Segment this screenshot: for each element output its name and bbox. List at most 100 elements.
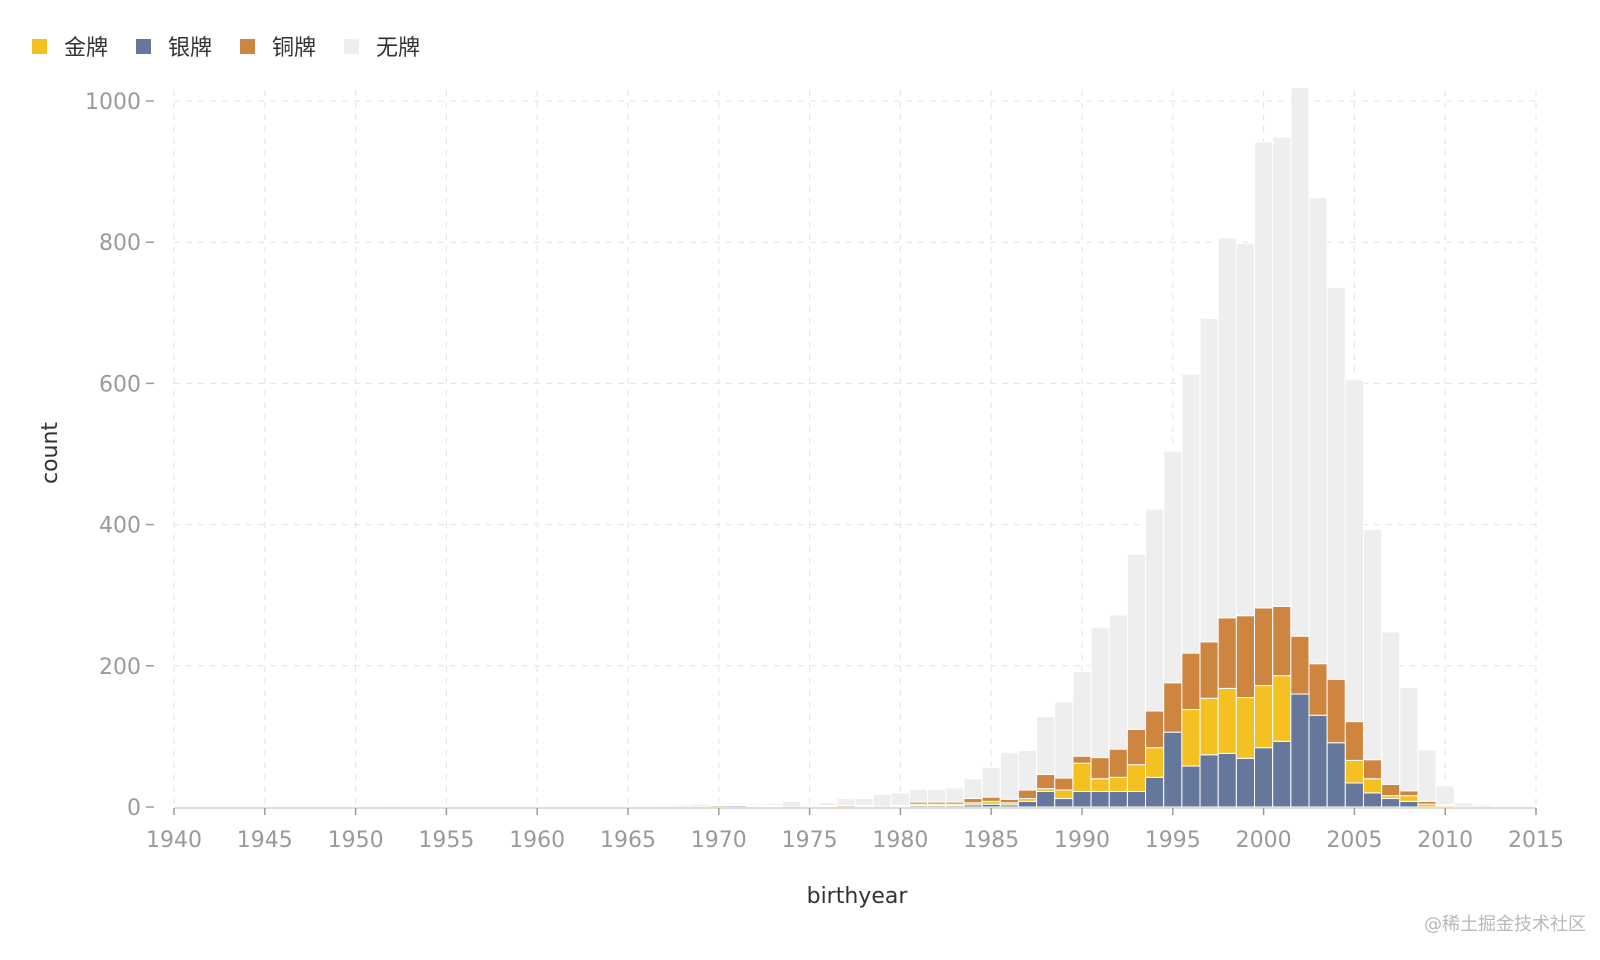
x-tick-label: 1985	[963, 828, 1019, 853]
bar-segment	[1471, 804, 1492, 808]
bar-segment	[1235, 243, 1256, 617]
bar-segment	[1235, 757, 1256, 808]
bar-segment	[1090, 790, 1110, 808]
bar-segment	[854, 798, 874, 807]
legend-swatch	[240, 39, 255, 54]
bar-segment	[800, 803, 820, 807]
bar-segment	[1399, 687, 1419, 792]
bar-segment	[1126, 790, 1147, 808]
bar-segment	[1145, 747, 1165, 778]
bar-segment	[1308, 197, 1328, 665]
bar-segment	[1181, 765, 1201, 808]
y-tick-label: 800	[99, 231, 141, 256]
bar-segment	[1362, 529, 1383, 761]
bar-segment	[1126, 728, 1147, 766]
x-tick-label: 1970	[691, 828, 747, 853]
bar-segment	[582, 805, 602, 808]
bar-segment	[509, 805, 529, 808]
y-tick-label: 0	[127, 796, 141, 821]
bar-segment	[1326, 286, 1346, 680]
bar-segment	[709, 803, 729, 807]
bar-segment	[545, 805, 565, 808]
bar-segment	[1017, 800, 1038, 808]
legend-swatch	[344, 39, 359, 54]
bars	[291, 87, 1492, 808]
bar-segment	[999, 752, 1019, 800]
bar-segment	[1381, 798, 1401, 808]
bar-segment	[491, 805, 511, 808]
bar-segment	[1217, 687, 1237, 754]
bar-segment	[963, 778, 983, 800]
x-tick-label: 1965	[600, 828, 656, 853]
legend-swatch	[136, 39, 151, 54]
bar-segment	[1417, 749, 1437, 802]
bar-segment	[1362, 778, 1383, 794]
legend-label: 金牌	[64, 36, 108, 61]
y-tick-label: 600	[99, 372, 141, 397]
bar-segment	[908, 788, 929, 803]
bar-segment	[1199, 641, 1219, 699]
bar-segment	[1217, 752, 1237, 808]
bar-segment	[1290, 87, 1310, 637]
bar-segment	[1126, 764, 1147, 792]
bar-segment	[1290, 693, 1310, 808]
x-tick-label: 2000	[1236, 828, 1292, 853]
y-tick-label: 400	[99, 514, 141, 539]
bar-segment	[1290, 635, 1310, 695]
bar-segment	[1399, 790, 1419, 797]
legend-swatch	[32, 39, 47, 54]
bar-segment	[1199, 754, 1219, 808]
y-tick-label: 1000	[85, 90, 141, 115]
bar-segment	[1072, 762, 1092, 792]
bar-segment	[981, 766, 1001, 798]
bar-segment	[1036, 774, 1056, 790]
bar-segment	[1181, 373, 1201, 654]
x-tick-label: 1940	[146, 828, 202, 853]
x-axis-title: birthyear	[807, 884, 909, 909]
x-axis: 1940 1945 1950 1955 1960 1965 1970 1975 1980 1985…	[146, 807, 1564, 853]
bar-segment	[1308, 714, 1328, 808]
bar-segment	[1344, 721, 1364, 761]
legend: 金牌 银牌 铜牌 无牌	[32, 36, 420, 61]
bar-segment	[1272, 675, 1292, 742]
bar-segment	[454, 805, 475, 808]
bar-segment	[1145, 508, 1165, 712]
bar-segment	[1344, 782, 1364, 808]
bar-segment	[473, 805, 493, 808]
bar-segment	[781, 800, 802, 808]
bar-segment	[1072, 755, 1092, 764]
bar-segment	[400, 805, 420, 808]
bar-segment	[600, 805, 620, 808]
bar-segment	[1399, 800, 1419, 808]
bar-segment	[1108, 776, 1128, 792]
bar-segment	[1453, 802, 1473, 808]
bar-segment	[1344, 759, 1364, 784]
x-tick-label: 1945	[237, 828, 293, 853]
legend-label: 铜牌	[272, 36, 316, 61]
x-tick-label: 1995	[1145, 828, 1201, 853]
bar-segment	[1090, 757, 1110, 780]
bar-segment	[654, 805, 674, 808]
bar-segment	[346, 805, 366, 808]
bar-segment	[1036, 790, 1056, 808]
bar-segment	[1326, 678, 1346, 744]
bar-segment	[1108, 748, 1128, 778]
bar-segment	[1036, 716, 1056, 776]
bar-segment	[1308, 663, 1328, 716]
bar-segment	[981, 796, 1001, 802]
watermark: @稀土掘金技术社区	[1424, 914, 1586, 935]
bar-segment	[1108, 790, 1128, 808]
bar-segment	[836, 798, 856, 807]
x-tick-label: 2010	[1417, 828, 1473, 853]
bar-segment	[1344, 379, 1364, 723]
bar-segment	[1381, 631, 1401, 785]
bar-segment	[999, 798, 1019, 804]
bar-segment	[1254, 141, 1274, 609]
bar-segment	[1254, 685, 1274, 749]
x-tick-label: 1975	[782, 828, 838, 853]
bar-segment	[1072, 670, 1092, 757]
bar-segment	[963, 798, 983, 804]
bar-segment	[1217, 617, 1237, 689]
bar-segment	[872, 793, 892, 808]
bar-segment	[1054, 777, 1074, 791]
